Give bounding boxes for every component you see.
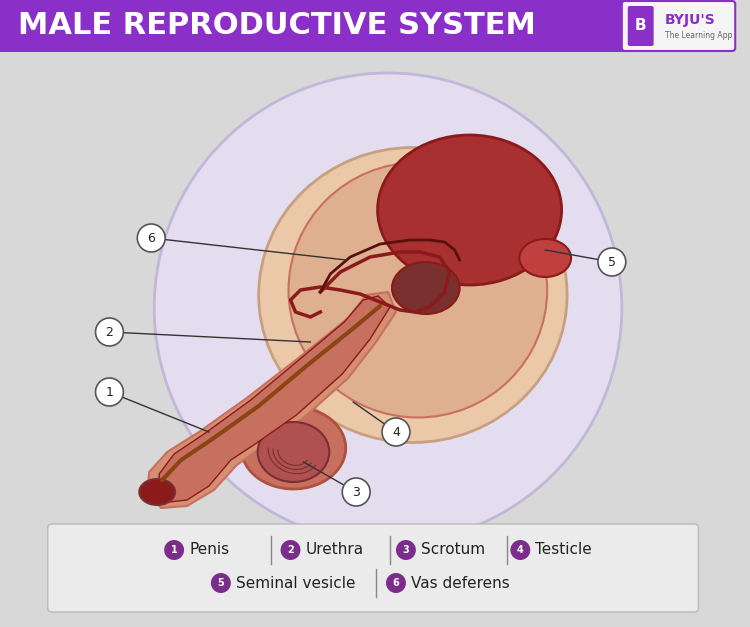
Text: Penis: Penis <box>189 542 230 557</box>
Circle shape <box>154 73 622 543</box>
Ellipse shape <box>377 135 562 285</box>
Polygon shape <box>159 296 390 502</box>
Text: The Learning App: The Learning App <box>664 31 732 41</box>
Ellipse shape <box>289 162 548 418</box>
Text: 3: 3 <box>403 545 410 555</box>
Polygon shape <box>147 292 396 508</box>
FancyBboxPatch shape <box>622 1 735 51</box>
Ellipse shape <box>392 262 460 314</box>
Text: BYJU'S: BYJU'S <box>664 13 716 27</box>
Circle shape <box>396 540 416 560</box>
Text: 5: 5 <box>608 255 616 268</box>
Text: 4: 4 <box>392 426 400 438</box>
Circle shape <box>342 478 370 506</box>
Circle shape <box>280 540 301 560</box>
Text: Vas deferens: Vas deferens <box>411 576 510 591</box>
Ellipse shape <box>242 407 346 489</box>
Circle shape <box>95 378 123 406</box>
Text: 6: 6 <box>147 231 155 245</box>
Circle shape <box>511 540 530 560</box>
Text: MALE REPRODUCTIVE SYSTEM: MALE REPRODUCTIVE SYSTEM <box>18 11 536 41</box>
Text: 1: 1 <box>171 545 178 555</box>
Text: Scrotum: Scrotum <box>421 542 485 557</box>
Text: 6: 6 <box>392 578 399 588</box>
Text: Seminal vesicle: Seminal vesicle <box>236 576 356 591</box>
Text: B: B <box>635 19 646 33</box>
Text: 4: 4 <box>517 545 524 555</box>
Ellipse shape <box>258 422 329 482</box>
Circle shape <box>386 573 406 593</box>
Text: Urethra: Urethra <box>305 542 364 557</box>
FancyBboxPatch shape <box>628 6 654 46</box>
Text: 1: 1 <box>106 386 113 399</box>
Ellipse shape <box>259 147 567 443</box>
Circle shape <box>382 418 410 446</box>
Bar <box>0 0 632 52</box>
Text: 3: 3 <box>352 485 360 498</box>
FancyBboxPatch shape <box>48 524 698 612</box>
Circle shape <box>211 573 231 593</box>
Text: 2: 2 <box>287 545 294 555</box>
Circle shape <box>598 248 626 276</box>
Text: Testicle: Testicle <box>536 542 592 557</box>
Text: 5: 5 <box>217 578 224 588</box>
Text: 2: 2 <box>106 325 113 339</box>
Circle shape <box>95 318 123 346</box>
Ellipse shape <box>597 0 667 52</box>
Circle shape <box>164 540 184 560</box>
Ellipse shape <box>140 479 175 505</box>
Circle shape <box>137 224 165 252</box>
Ellipse shape <box>519 239 571 277</box>
